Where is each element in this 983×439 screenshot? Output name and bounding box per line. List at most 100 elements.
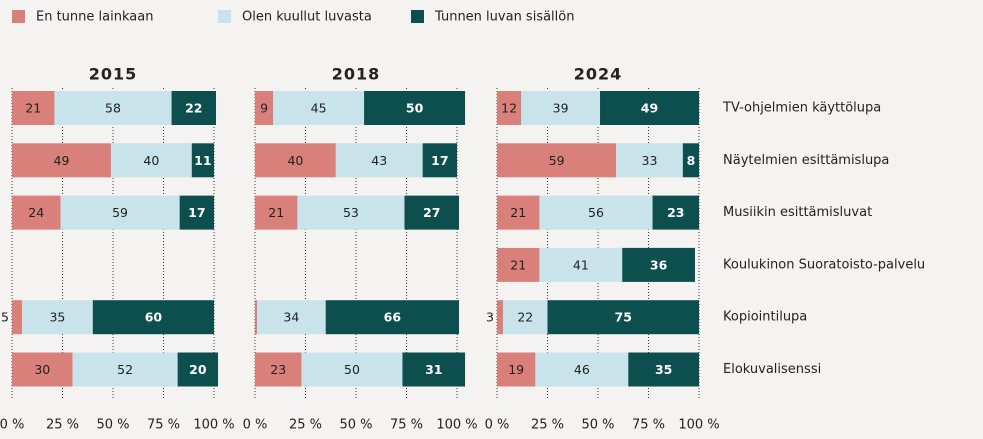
x-tick-label: 25 %: [46, 418, 79, 433]
data-label: 58: [105, 101, 121, 116]
bar-segment: [503, 300, 548, 335]
bar-segment: [497, 300, 504, 335]
data-label: 20: [189, 362, 207, 377]
bar-segment: [622, 247, 695, 282]
x-tick-label: 100 %: [436, 418, 477, 433]
data-label: 56: [588, 205, 604, 220]
category-label: Musiikin esittämisluvat: [723, 205, 872, 220]
legend-swatch: [12, 10, 25, 23]
category-label: Näytelmien esittämislupa: [723, 153, 889, 168]
data-label: 12: [501, 101, 517, 116]
x-tick-label: 0 %: [485, 418, 510, 433]
bar-segment: [12, 91, 55, 125]
data-label: 33: [642, 153, 658, 168]
data-label: 66: [384, 310, 402, 325]
data-label: 11: [194, 153, 211, 168]
data-label: 75: [615, 310, 632, 325]
data-label: 21: [268, 205, 284, 220]
bar-segment: [539, 195, 653, 230]
data-label: 40: [287, 153, 303, 168]
legend-swatch: [218, 10, 231, 23]
data-label: 49: [54, 153, 70, 168]
bar-segment: [325, 300, 460, 335]
bar-segment: [297, 195, 405, 230]
data-label: 27: [423, 205, 440, 220]
category-label: Kopiointilupa: [723, 310, 807, 325]
data-label: 35: [655, 362, 672, 377]
data-label: 53: [343, 205, 359, 220]
x-tick-label: 50 %: [581, 418, 614, 433]
bar-segment: [54, 91, 172, 125]
x-tick-label: 50 %: [96, 418, 129, 433]
data-label: 41: [573, 257, 589, 272]
data-label: 35: [49, 310, 65, 325]
bar-segment: [72, 352, 178, 387]
bar-segment: [255, 91, 274, 125]
bar-segment: [255, 352, 302, 387]
x-tick-label: 75 %: [632, 418, 665, 433]
bar-segment: [547, 300, 699, 335]
bar-segment: [12, 352, 73, 387]
bar-segment: [255, 195, 298, 230]
category-label: Koulukinon Suoratoisto-palvelu: [723, 257, 925, 272]
data-label: 39: [553, 101, 569, 116]
data-label: 60: [145, 310, 163, 325]
data-label: 23: [667, 205, 684, 220]
data-label: 3: [486, 310, 494, 325]
data-label: 50: [344, 362, 360, 377]
category-label: TV-ohjelmien käyttölupa: [722, 101, 881, 116]
legend-swatch: [411, 10, 424, 23]
data-label: 5: [1, 310, 9, 325]
bar-segment: [497, 143, 617, 178]
bar-segment: [301, 352, 403, 387]
bar-segment: [497, 195, 540, 230]
data-label: 59: [549, 153, 565, 168]
legend-label: Tunnen luvan sisällön: [434, 10, 574, 25]
x-tick-label: 25 %: [289, 418, 322, 433]
x-tick-label: 75 %: [390, 418, 423, 433]
panel-title: 2024: [574, 65, 623, 84]
data-label: 45: [311, 101, 327, 116]
legend-label: En tunne lainkaan: [36, 10, 153, 25]
bar-segment: [616, 143, 683, 178]
bar-segment: [179, 195, 214, 230]
bar-segment: [422, 143, 457, 178]
bar-segment: [177, 352, 219, 387]
data-label: 46: [574, 362, 590, 377]
panel-title: 2018: [332, 65, 381, 84]
data-label: 9: [260, 101, 268, 116]
data-label: 30: [34, 362, 50, 377]
x-tick-label: 50 %: [339, 418, 372, 433]
bar-segment: [404, 195, 460, 230]
data-label: 22: [517, 310, 533, 325]
bar-segment: [652, 195, 699, 230]
bar-segment: [364, 91, 466, 125]
bar-segment: [535, 352, 629, 387]
bar-segment: [171, 91, 217, 125]
data-label: 21: [510, 257, 526, 272]
bar-segment: [539, 247, 623, 282]
bar-segment: [682, 143, 699, 178]
bar-segment: [12, 143, 111, 178]
data-label: 59: [112, 205, 128, 220]
bar-segment: [60, 195, 180, 230]
category-label: Elokuvalisenssi: [723, 362, 821, 377]
bar-segment: [521, 91, 601, 125]
data-label: 17: [431, 153, 448, 168]
bar-segment: [255, 143, 336, 178]
bar-segment: [191, 143, 214, 178]
bar-segment: [12, 195, 61, 230]
x-tick-label: 100 %: [678, 418, 719, 433]
x-tick-label: 75 %: [147, 418, 180, 433]
data-label: 17: [188, 205, 205, 220]
bar-segment: [335, 143, 423, 178]
data-label: 8: [687, 153, 696, 168]
x-tick-label: 0 %: [243, 418, 268, 433]
data-label: 21: [510, 205, 526, 220]
data-label: 19: [508, 362, 524, 377]
legend-label: Olen kuullut luvasta: [242, 10, 372, 25]
data-label: 23: [270, 362, 286, 377]
bar-segment: [497, 91, 522, 125]
data-label: 31: [425, 362, 442, 377]
